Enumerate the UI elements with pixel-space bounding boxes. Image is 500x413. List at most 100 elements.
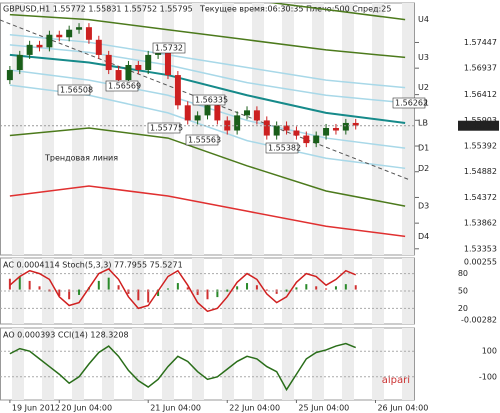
brand: alpari: [382, 375, 410, 386]
candle-body: [135, 64, 142, 71]
candle-body: [244, 110, 251, 116]
current-price-label: 1.55795: [464, 121, 497, 130]
ac-tick-label: -0.00282: [461, 316, 497, 325]
ao-frame: [0, 327, 415, 401]
x-tick-label: 19 Jun 2012: [12, 404, 60, 413]
session-stripe: [402, 328, 414, 400]
candle-body: [115, 70, 122, 81]
candle-body: [283, 125, 290, 131]
ac-bar: [58, 289, 61, 297]
candle-body: [303, 135, 310, 144]
annotation: 1.56508: [60, 86, 93, 95]
ac-bar: [226, 289, 229, 292]
stoch-line: [9, 268, 356, 313]
annotation-box: [147, 122, 181, 134]
ac-label: AC 0.0004114 Stoch(5,3,3) 77.7955 75.527…: [3, 261, 183, 270]
band-line: [268, 3, 406, 21]
candle-body: [313, 135, 320, 144]
candle-body: [26, 44, 33, 55]
ac-bar: [354, 285, 357, 290]
y-tick-label: 1.55392: [464, 142, 497, 151]
y-tick-label: 1.53353: [464, 244, 497, 253]
band-label: D2: [418, 164, 429, 173]
annotation: 1.55382: [268, 144, 301, 153]
ac-bar: [38, 286, 41, 290]
ac-bar: [78, 289, 81, 295]
annotation: 1.56335: [195, 96, 228, 105]
annotation-box: [392, 97, 426, 109]
x-tick-label: 20 Jun 04:00: [61, 404, 112, 413]
ac-bar: [236, 286, 239, 290]
x-tick-label: 21 Jun 04:00: [150, 404, 201, 413]
session-stripe: [222, 328, 234, 400]
ac-bar: [295, 287, 298, 290]
candle-body: [184, 105, 191, 121]
cci-line: [9, 342, 357, 392]
y-tick-label: 1.57447: [464, 38, 497, 47]
ac-bar: [344, 284, 347, 290]
band-line: [9, 53, 406, 124]
ac-bar: [305, 284, 308, 290]
session-stripe: [252, 3, 264, 255]
ac-bar: [117, 285, 120, 290]
session-stripe: [12, 3, 24, 255]
subtitle: Текущее время:06:30:35 Плечо:500 Спред:2…: [199, 5, 391, 14]
session-stripe: [162, 328, 174, 400]
cci-tick-label: -100: [479, 372, 497, 381]
ac-bar: [97, 280, 100, 290]
band-line: [9, 44, 406, 104]
current-price-box: [458, 120, 499, 131]
session-stripe: [12, 328, 24, 400]
candle-body: [224, 120, 231, 131]
candle-body: [85, 27, 92, 40]
ac-bar: [176, 283, 179, 290]
band-label: D4: [418, 232, 429, 241]
ac-bar: [196, 289, 199, 295]
band-line: [9, 185, 406, 238]
annotation: 1.56569: [108, 82, 141, 91]
session-stripe: [402, 3, 414, 255]
annotation: 1.55775: [150, 124, 183, 133]
ac-bar: [325, 288, 328, 290]
session-stripe: [312, 3, 324, 255]
candle-body: [36, 44, 43, 48]
candle-body: [194, 115, 201, 121]
candle-body: [145, 54, 152, 71]
band-label: U2: [418, 83, 429, 92]
ac-bar: [186, 287, 189, 290]
ac-bar: [216, 289, 219, 298]
candle-body: [204, 105, 211, 116]
ac-bar: [157, 289, 160, 297]
band-line: [9, 13, 406, 59]
annotation: 1.56262: [395, 99, 428, 108]
candle-body: [352, 122, 359, 126]
stoch-tick-label: 20: [458, 304, 468, 313]
session-stripe: [192, 328, 204, 400]
ac-bar: [275, 289, 278, 294]
ac-bar: [147, 289, 150, 303]
candle-body: [342, 122, 349, 131]
ac-bar: [285, 289, 288, 292]
band-label: D1: [418, 144, 429, 153]
ac-bar: [137, 289, 140, 301]
stoch-tick-label: 50: [458, 287, 468, 296]
session-stripe: [372, 3, 384, 255]
annotation-box: [105, 80, 139, 92]
candle-body: [46, 34, 53, 48]
session-stripe: [42, 328, 54, 400]
annotation: 1.55563: [188, 136, 221, 145]
y-tick-label: 1.56412: [464, 90, 497, 99]
candle-body: [16, 54, 23, 71]
ao-label: AO 0.000393 CCI(14) 128.3208: [3, 331, 129, 340]
candle-body: [164, 49, 171, 76]
band-label: LB: [418, 118, 428, 127]
main-plot: [0, 3, 411, 238]
annotation-box: [185, 134, 219, 146]
annotation: 1.5732: [155, 44, 183, 53]
candle-body: [263, 120, 270, 136]
candle-body: [293, 130, 300, 136]
y-tick-label: 1.53862: [464, 219, 497, 228]
candle-body: [332, 127, 339, 131]
chart-title: GBPUSD,H1 1.55772 1.55831 1.55752 1.5579…: [3, 5, 193, 14]
session-stripe: [132, 3, 144, 255]
